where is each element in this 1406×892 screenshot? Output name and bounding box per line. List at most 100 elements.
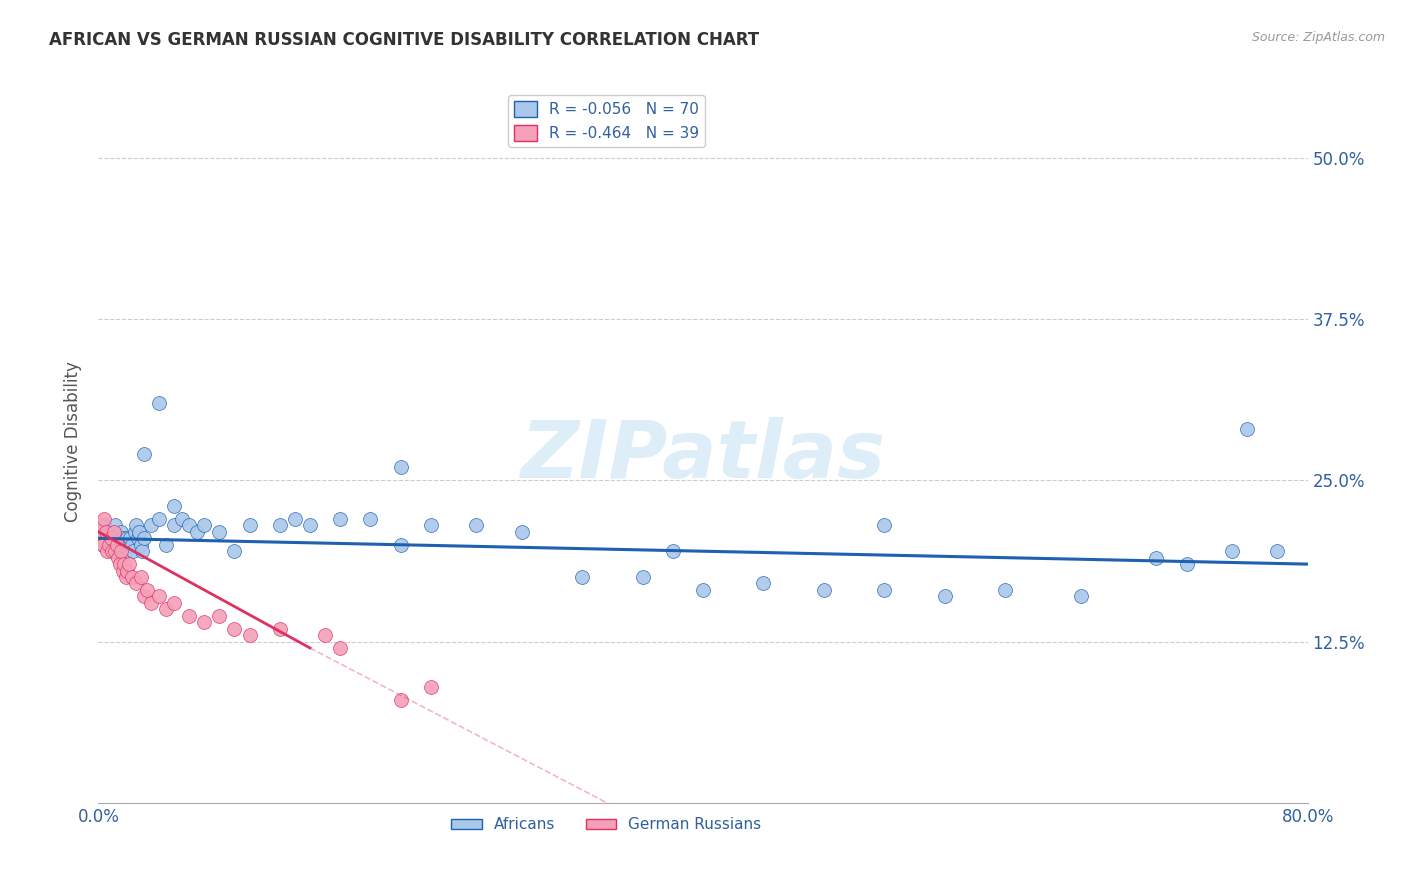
Point [163, 596, 186, 610]
Point [873, 582, 896, 597]
Point [114, 544, 136, 558]
Point [110, 524, 132, 539]
Point [1267, 544, 1289, 558]
Point [89, 518, 111, 533]
Point [107, 531, 129, 545]
Point [179, 608, 201, 623]
Point [91, 538, 114, 552]
Point [124, 524, 146, 539]
Point [163, 499, 186, 513]
Point [127, 531, 149, 545]
Point [90, 531, 112, 545]
Point [108, 557, 131, 571]
Point [389, 460, 412, 475]
Point [141, 596, 163, 610]
Point [96, 544, 118, 558]
Point [103, 524, 125, 539]
Point [121, 538, 143, 552]
Point [101, 544, 124, 558]
Point [314, 628, 336, 642]
Point [148, 396, 170, 410]
Point [661, 544, 683, 558]
Point [389, 692, 412, 706]
Point [90, 524, 112, 539]
Point [105, 538, 128, 552]
Point [360, 512, 382, 526]
Point [132, 447, 155, 461]
Point [107, 550, 129, 565]
Point [104, 518, 127, 533]
Point [105, 538, 128, 552]
Point [112, 557, 135, 571]
Point [813, 582, 835, 597]
Point [170, 512, 193, 526]
Point [389, 538, 412, 552]
Point [94, 524, 117, 539]
Point [108, 544, 131, 558]
Point [465, 518, 488, 533]
Point [114, 570, 136, 584]
Point [239, 628, 262, 642]
Point [115, 564, 138, 578]
Point [128, 524, 150, 539]
Point [934, 590, 956, 604]
Point [129, 538, 152, 552]
Point [269, 622, 291, 636]
Point [110, 544, 132, 558]
Point [98, 524, 121, 539]
Point [91, 538, 114, 552]
Point [1220, 544, 1243, 558]
Point [121, 570, 143, 584]
Point [132, 590, 155, 604]
Point [112, 538, 135, 552]
Point [994, 582, 1017, 597]
Point [239, 518, 262, 533]
Point [118, 557, 141, 571]
Point [873, 518, 896, 533]
Point [111, 531, 134, 545]
Point [122, 544, 145, 558]
Point [329, 640, 352, 655]
Point [208, 524, 231, 539]
Point [631, 570, 654, 584]
Point [100, 531, 122, 545]
Point [103, 524, 125, 539]
Point [132, 531, 155, 545]
Point [148, 512, 170, 526]
Point [104, 544, 127, 558]
Point [1144, 550, 1167, 565]
Point [101, 544, 124, 558]
Point [186, 524, 208, 539]
Point [125, 518, 148, 533]
Point [96, 538, 118, 552]
Point [148, 590, 170, 604]
Point [692, 582, 714, 597]
Y-axis label: Cognitive Disability: Cognitive Disability [65, 361, 83, 522]
Point [752, 576, 775, 591]
Point [224, 544, 246, 558]
Point [193, 518, 215, 533]
Text: AFRICAN VS GERMAN RUSSIAN COGNITIVE DISABILITY CORRELATION CHART: AFRICAN VS GERMAN RUSSIAN COGNITIVE DISA… [49, 31, 759, 49]
Point [135, 582, 157, 597]
Point [329, 512, 352, 526]
Point [129, 570, 152, 584]
Legend: Africans, German Russians: Africans, German Russians [444, 812, 768, 838]
Point [100, 531, 122, 545]
Point [111, 564, 134, 578]
Point [299, 518, 322, 533]
Point [193, 615, 215, 630]
Point [93, 512, 115, 526]
Point [1175, 557, 1198, 571]
Point [179, 518, 201, 533]
Point [131, 544, 153, 558]
Point [89, 531, 111, 545]
Point [420, 680, 443, 694]
Point [420, 518, 443, 533]
Point [269, 518, 291, 533]
Point [1070, 590, 1092, 604]
Point [510, 524, 533, 539]
Point [155, 602, 177, 616]
Point [118, 538, 141, 552]
Point [94, 531, 117, 545]
Point [120, 531, 142, 545]
